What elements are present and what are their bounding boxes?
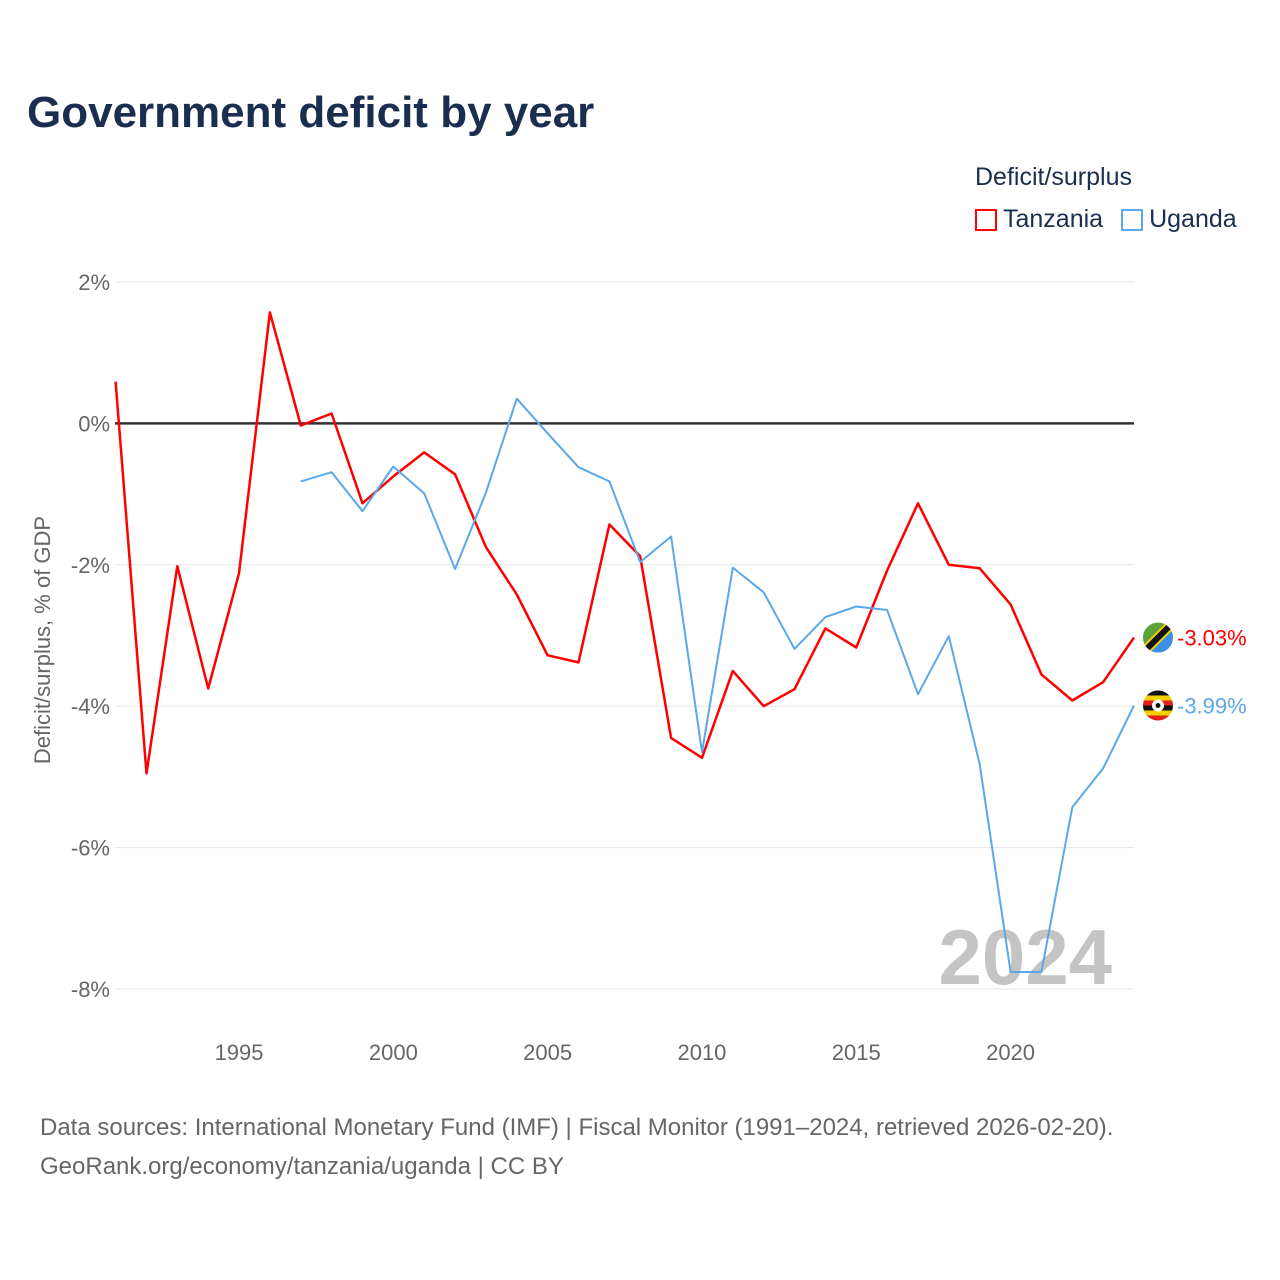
legend-swatch-uganda — [1121, 208, 1144, 231]
series-line-uganda — [300, 397, 1135, 973]
year-watermark: 2024 — [938, 913, 1112, 1001]
x-tick-label: 2005 — [523, 1040, 572, 1065]
y-tick-label: 2% — [78, 270, 110, 295]
x-tick-label: 1995 — [215, 1040, 264, 1065]
x-tick-label: 2000 — [369, 1040, 418, 1065]
footer: Data sources: International Monetary Fun… — [40, 1108, 1113, 1186]
legend-item-uganda[interactable]: Uganda — [1121, 205, 1237, 234]
legend: Tanzania Uganda — [975, 205, 1237, 234]
legend-item-tanzania[interactable]: Tanzania — [975, 205, 1103, 234]
x-tick-label: 2010 — [677, 1040, 726, 1065]
legend-swatch-tanzania — [975, 208, 997, 231]
end-label-tanzania: -3.03% — [1177, 626, 1247, 651]
y-tick-label: -8% — [71, 977, 110, 1002]
y-tick-label: 0% — [78, 411, 110, 436]
legend-label-uganda: Uganda — [1149, 205, 1237, 233]
flag-uganda-icon — [1143, 690, 1173, 721]
x-tick-label: 2015 — [832, 1040, 881, 1065]
legend-title: Deficit/surplus — [975, 163, 1132, 191]
end-label-uganda: -3.99% — [1177, 693, 1247, 718]
chart-title: Government deficit by year — [27, 88, 595, 137]
series-line-tanzania — [114, 311, 1136, 775]
y-tick-label: -4% — [71, 694, 110, 719]
flag-tanzania-icon — [1143, 622, 1173, 653]
x-tick-label: 2020 — [986, 1040, 1035, 1065]
legend-label-tanzania: Tanzania — [1003, 205, 1104, 233]
y-tick-label: -2% — [71, 553, 110, 578]
y-axis-label: Deficit/surplus, % of GDP — [30, 516, 55, 764]
y-tick-label: -6% — [71, 836, 110, 861]
footer-sources: Data sources: International Monetary Fun… — [40, 1114, 1114, 1141]
footer-link[interactable]: GeoRank.org/economy/tanzania/uganda | CC… — [40, 1153, 564, 1180]
